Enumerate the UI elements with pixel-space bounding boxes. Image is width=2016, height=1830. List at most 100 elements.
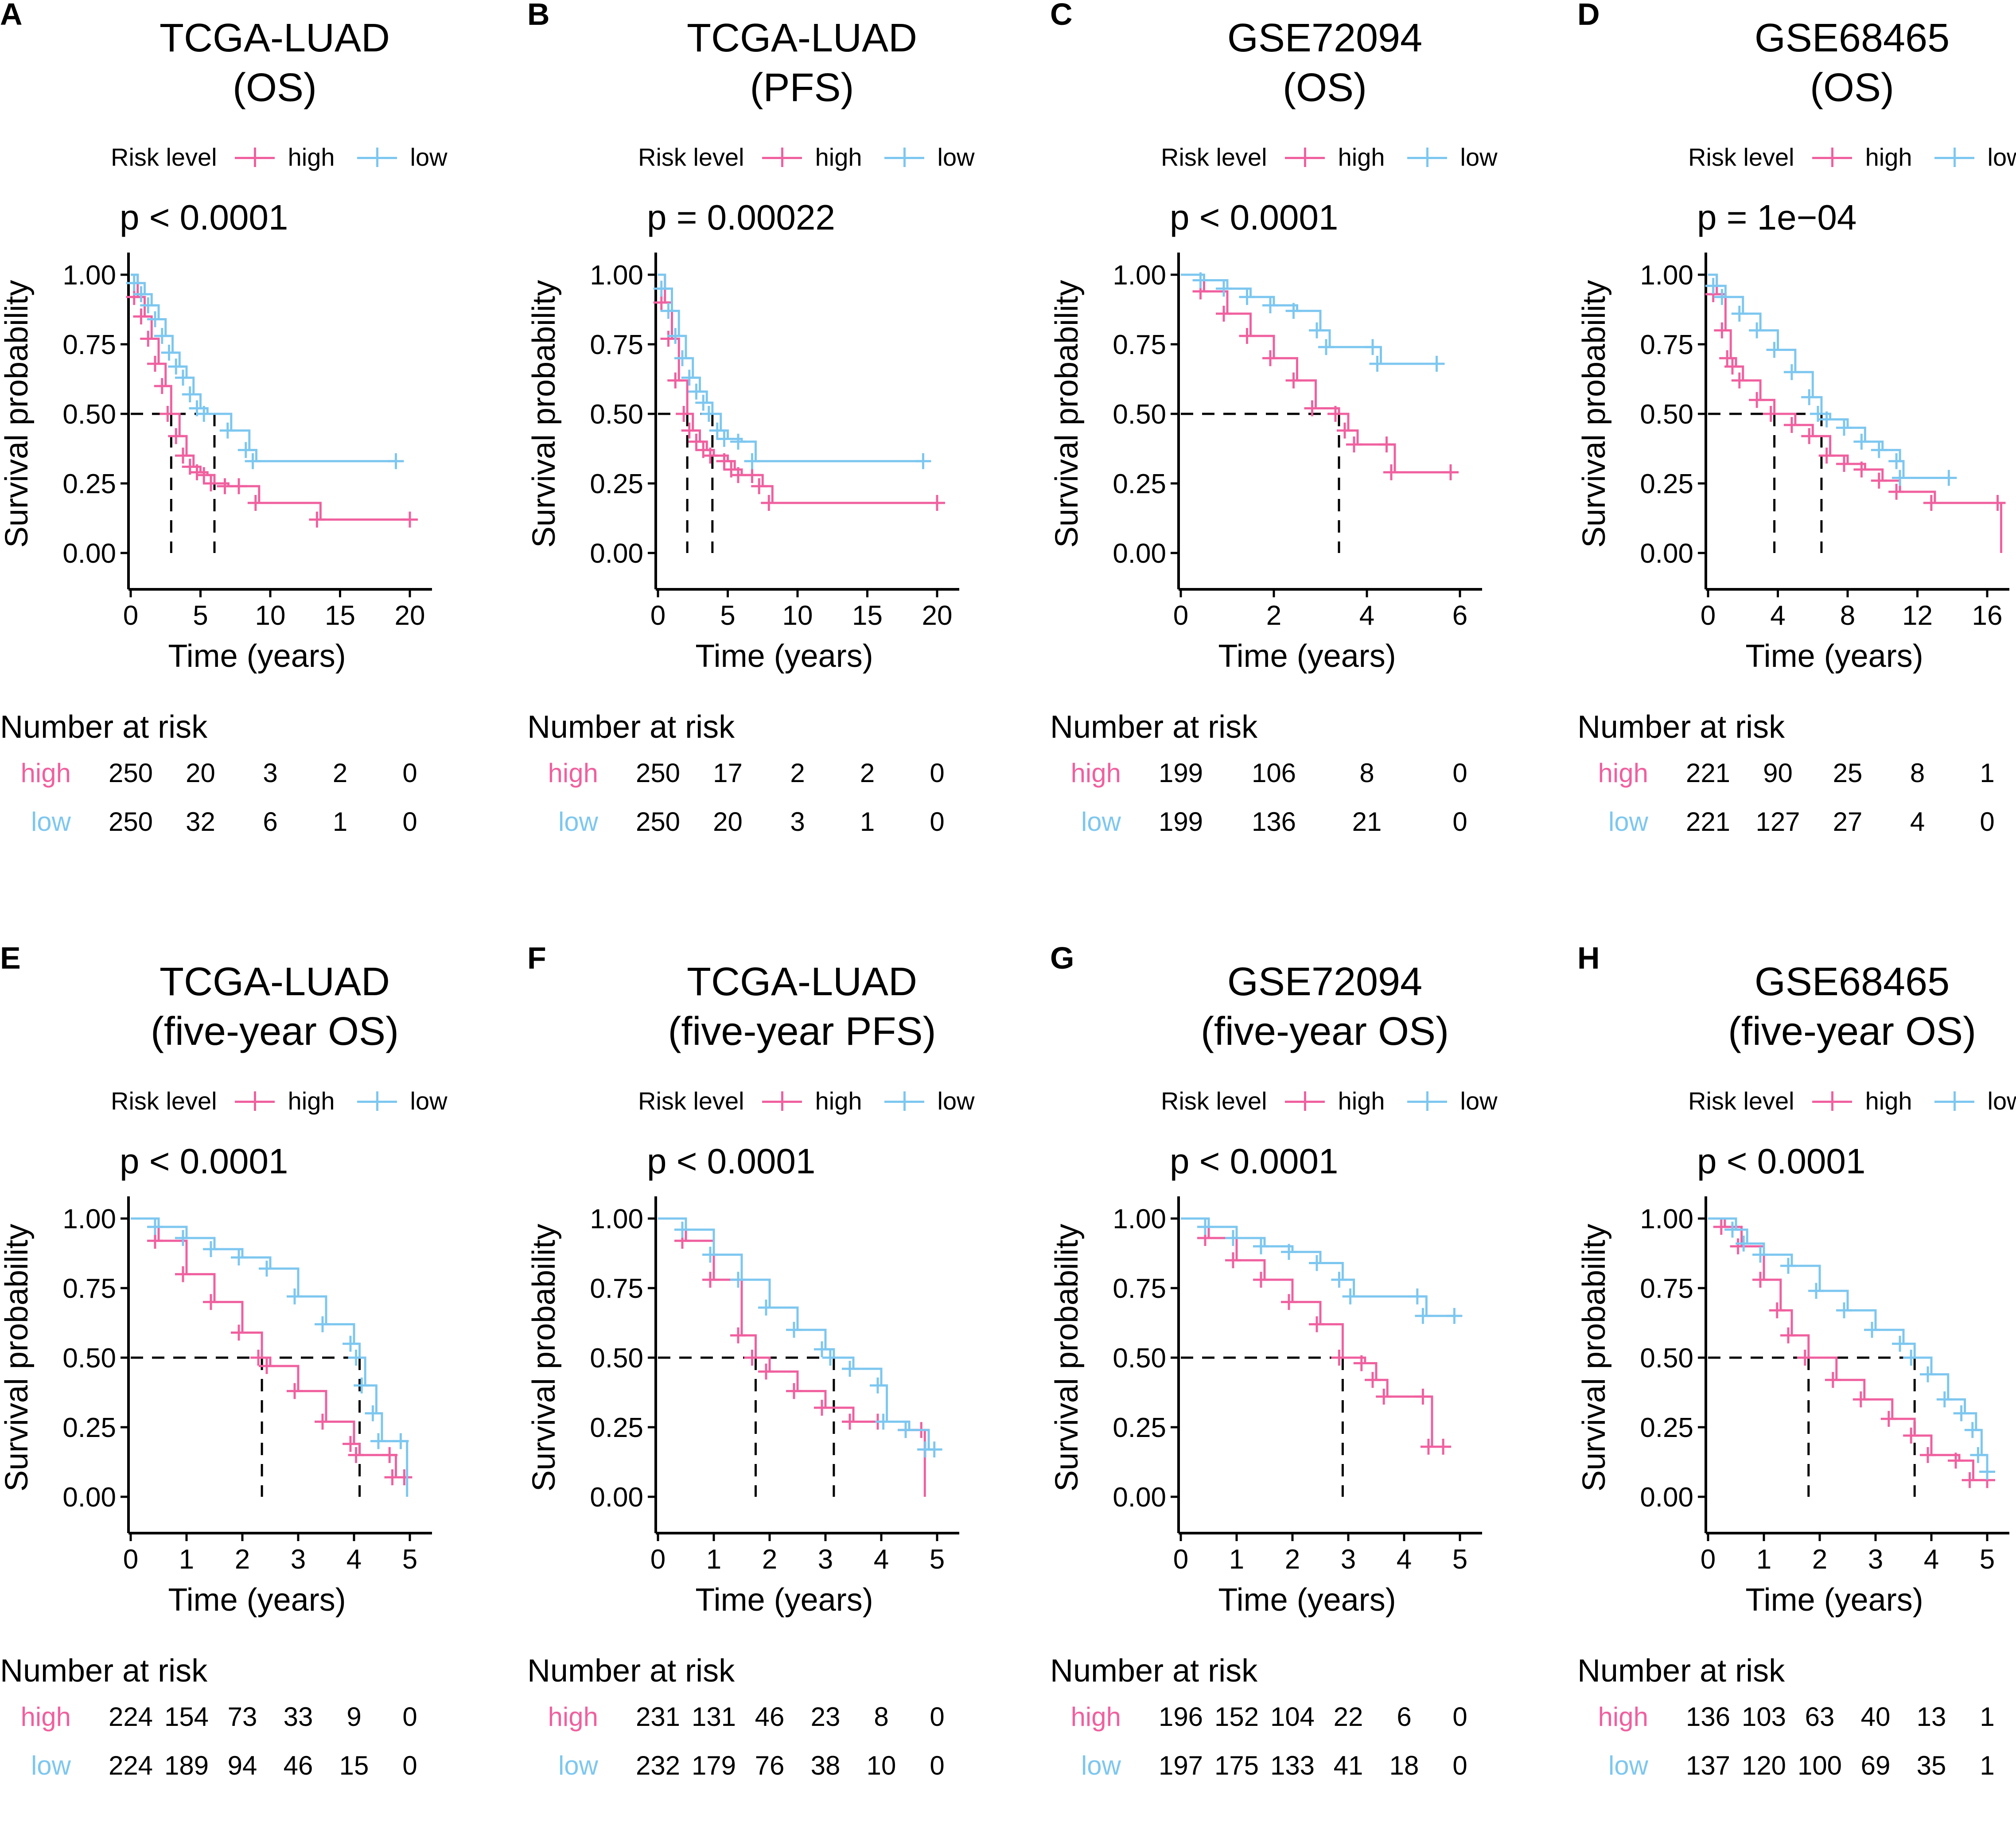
censor-mark-low — [1216, 280, 1232, 296]
x-tick-label: 5 — [1980, 1544, 1995, 1575]
risk-value-high: 17 — [713, 758, 743, 788]
panel-title-line1: GSE68465 — [1577, 13, 2016, 63]
censor-mark-low — [1784, 364, 1800, 380]
censor-mark-high — [231, 478, 247, 494]
censor-mark-low — [147, 1219, 163, 1235]
y-tick-label: 0.25 — [1113, 469, 1166, 499]
censor-mark-high — [1281, 1294, 1297, 1310]
x-tick-label: 3 — [291, 1544, 306, 1575]
risk-value-high: 8 — [1910, 758, 1925, 788]
risk-value-high: 152 — [1214, 1702, 1259, 1732]
x-tick-label: 2 — [1812, 1544, 1827, 1575]
censor-mark-low — [1871, 442, 1887, 458]
risk-value-high: 8 — [874, 1702, 888, 1732]
censor-mark-high — [1713, 1219, 1729, 1235]
x-tick-label: 4 — [1924, 1544, 1939, 1575]
km-panel-a: A TCGA-LUAD (OS) Risk level high low p <… — [0, 0, 518, 886]
censor-mark-high — [758, 1363, 774, 1379]
panel-title-line2: (five-year OS) — [1050, 1007, 1600, 1056]
km-curve-low — [658, 275, 923, 461]
legend: Risk level high low — [1688, 1086, 2016, 1115]
censor-mark-low — [1415, 1308, 1431, 1324]
x-tick-label: 12 — [1902, 600, 1933, 631]
legend: Risk level high low — [1161, 143, 1515, 171]
censor-mark-high — [681, 423, 697, 439]
x-tick-label: 5 — [930, 1544, 945, 1575]
risk-value-low: 133 — [1270, 1750, 1315, 1781]
y-tick-label: 1.00 — [590, 1204, 643, 1234]
y-tick-label: 0.00 — [1113, 1482, 1166, 1513]
censor-mark-high — [147, 1233, 163, 1249]
risk-value-high: 2 — [790, 758, 805, 788]
legend-title: Risk level — [638, 1086, 744, 1115]
legend-low-cross-icon — [1930, 1089, 1979, 1114]
legend-low-label: low — [938, 143, 975, 171]
censor-mark-low — [1309, 323, 1325, 339]
censor-mark-high — [160, 406, 175, 422]
panel-title-line2: (OS) — [1050, 63, 1600, 113]
x-axis-label: Time (years) — [168, 1582, 346, 1618]
censor-mark-high — [744, 1350, 760, 1366]
km-panel-h: H GSE68465 (five-year OS) Risk level hig… — [1577, 944, 2016, 1830]
risk-value-high: 33 — [284, 1702, 313, 1732]
censor-mark-high — [147, 356, 163, 372]
legend-high-cross-icon — [758, 145, 806, 170]
x-tick-label: 8 — [1840, 600, 1855, 631]
legend-high-label: high — [1865, 143, 1912, 171]
censor-mark-low — [814, 1341, 830, 1357]
y-tick-label: 0.75 — [62, 330, 116, 360]
y-tick-label: 1.00 — [1113, 1204, 1166, 1234]
censor-mark-low — [1888, 453, 1904, 469]
risk-row-label-high: high — [1071, 1702, 1121, 1732]
risk-value-high: 9 — [346, 1702, 361, 1732]
risk-value-low: 197 — [1159, 1750, 1203, 1781]
censor-mark-low — [716, 431, 732, 447]
km-curve-low — [658, 1219, 934, 1449]
risk-value-low: 120 — [1742, 1750, 1786, 1781]
censor-mark-low — [175, 370, 191, 385]
censor-mark-high — [1379, 436, 1395, 452]
risk-value-low: 1 — [1980, 1750, 1994, 1781]
censor-mark-high — [1763, 406, 1779, 422]
censor-mark-high — [1903, 1428, 1919, 1444]
risk-row-label-low: low — [1608, 806, 1648, 837]
panel-title-line2: (PFS) — [527, 63, 1077, 113]
censor-mark-high — [751, 478, 767, 494]
risk-value-low: 127 — [1755, 806, 1800, 837]
y-axis-label: Survival probability — [1576, 280, 1612, 548]
y-axis-label: Survival probability — [1576, 1224, 1612, 1491]
y-tick-label: 0.25 — [62, 469, 116, 499]
risk-table-title: Number at risk — [527, 1653, 735, 1689]
risk-value-high: 199 — [1159, 758, 1203, 788]
y-axis-label: Survival probability — [0, 280, 35, 548]
p-value: p < 0.0001 — [1697, 1141, 1865, 1182]
censor-mark-low — [231, 1250, 247, 1265]
censor-mark-low — [822, 1350, 838, 1366]
legend-high-cross-icon — [230, 1089, 279, 1114]
risk-table-title: Number at risk — [0, 1653, 207, 1689]
risk-value-low: 32 — [186, 806, 215, 837]
km-curve-high — [131, 275, 410, 520]
y-tick-label: 1.00 — [62, 260, 116, 291]
y-tick-label: 1.00 — [590, 260, 643, 291]
censor-mark-low — [915, 453, 931, 469]
risk-value-high: 0 — [930, 1702, 944, 1732]
risk-value-low: 94 — [228, 1750, 257, 1781]
y-tick-label: 0.75 — [590, 1273, 643, 1304]
y-tick-label: 0.25 — [1640, 1413, 1693, 1443]
censor-mark-high — [744, 467, 760, 483]
censor-mark-low — [175, 1230, 191, 1246]
censor-mark-low — [786, 1322, 802, 1338]
legend-high-cross-icon — [1808, 145, 1856, 170]
panel-title: GSE72094 (OS) — [1050, 13, 1600, 113]
risk-table-title: Number at risk — [1050, 709, 1257, 745]
km-curve-high — [1708, 1219, 1987, 1480]
legend-high-label: high — [815, 143, 862, 171]
